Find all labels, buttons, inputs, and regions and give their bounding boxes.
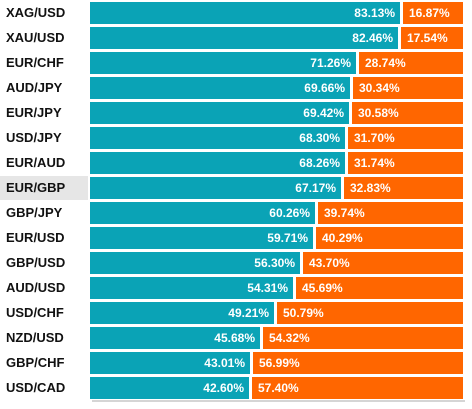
bar-row-xag-usd: XAG/USD 83.13% 16.87% [0,1,472,25]
bar-segment-long: 83.13% [90,2,400,24]
bar-track: 54.31% 45.69% [90,277,463,299]
bar-row-usd-cad: USD/CAD 42.60% 57.40% [0,376,472,400]
category-label: EUR/AUD [6,155,66,170]
bar-segment-long: 43.01% [90,352,250,374]
bar-track: 82.46% 17.54% [90,27,463,49]
bar-segment-short: 54.32% [263,327,463,349]
bar-segment-long: 59.71% [90,227,313,249]
bar-row-eur-jpy: EUR/JPY 69.42% 30.58% [0,101,472,125]
bar-row-aud-jpy: AUD/JPY 69.66% 30.34% [0,76,472,100]
category-label: GBP/JPY [6,205,63,220]
bar-row-aud-usd: AUD/USD 54.31% 45.69% [0,276,472,300]
bar-segment-short: 50.79% [277,302,463,324]
bar-track: 69.42% 30.58% [90,102,463,124]
bar-track: 49.21% 50.79% [90,302,463,324]
bar-divider [249,377,252,399]
bar-divider [345,127,348,149]
bar-segment-short: 28.74% [359,52,463,74]
category-label: EUR/USD [6,230,65,245]
bar-segment-short: 31.70% [348,127,463,149]
bar-track: 60.26% 39.74% [90,202,463,224]
category-label: EUR/GBP [0,176,88,200]
bar-segment-short: 16.87% [403,2,463,24]
bar-shadow [92,400,465,402]
category-label: GBP/USD [6,255,66,270]
bar-segment-long: 69.42% [90,102,349,124]
bar-segment-long: 60.26% [90,202,315,224]
bar-segment-long: 68.30% [90,127,345,149]
bar-segment-long: 67.17% [90,177,341,199]
category-label: USD/JPY [6,130,62,145]
bar-divider [300,252,303,274]
bar-row-nzd-usd: NZD/USD 45.68% 54.32% [0,326,472,350]
bar-divider [250,352,253,374]
bar-segment-long: 42.60% [90,377,249,399]
bar-track: 42.60% 57.40% [90,377,463,399]
bar-row-eur-aud: EUR/AUD 68.26% 31.74% [0,151,472,175]
bar-segment-long: 49.21% [90,302,274,324]
bar-segment-short: 30.58% [352,102,463,124]
bar-track: 59.71% 40.29% [90,227,463,249]
bar-segment-short: 31.74% [348,152,463,174]
bar-segment-short: 43.70% [303,252,463,274]
bar-divider [349,102,352,124]
bar-track: 71.26% 28.74% [90,52,463,74]
bar-divider [313,227,316,249]
bar-row-xau-usd: XAU/USD 82.46% 17.54% [0,26,472,50]
bar-divider [293,277,296,299]
bar-segment-short: 17.54% [401,27,463,49]
category-label: USD/CHF [6,305,64,320]
bar-track: 69.66% 30.34% [90,77,463,99]
bar-row-eur-usd: EUR/USD 59.71% 40.29% [0,226,472,250]
bar-segment-long: 68.26% [90,152,345,174]
bar-segment-short: 57.40% [252,377,463,399]
bar-segment-short: 39.74% [318,202,463,224]
category-label: AUD/JPY [6,80,63,95]
bar-segment-short: 32.83% [344,177,463,199]
bar-track: 56.30% 43.70% [90,252,463,274]
bar-row-gbp-jpy: GBP/JPY 60.26% 39.74% [0,201,472,225]
bar-divider [274,302,277,324]
bar-segment-short: 30.34% [353,77,463,99]
bar-segment-short: 56.99% [253,352,463,374]
bar-row-gbp-chf: GBP/CHF 43.01% 56.99% [0,351,472,375]
bar-segment-long: 45.68% [90,327,260,349]
category-label: GBP/CHF [6,355,65,370]
bar-segment-short: 40.29% [316,227,463,249]
category-label: EUR/CHF [6,55,64,70]
bar-segment-long: 71.26% [90,52,356,74]
bar-track: 67.17% 32.83% [90,177,463,199]
bar-divider [345,152,348,174]
bar-track: 83.13% 16.87% [90,2,463,24]
bar-track: 68.30% 31.70% [90,127,463,149]
bar-row-usd-chf: USD/CHF 49.21% 50.79% [0,301,472,325]
bar-divider [398,27,401,49]
bar-row-gbp-usd: GBP/USD 56.30% 43.70% [0,251,472,275]
bar-row-usd-jpy: USD/JPY 68.30% 31.70% [0,126,472,150]
bar-segment-long: 69.66% [90,77,350,99]
bar-divider [260,327,263,349]
category-label: NZD/USD [6,330,64,345]
bar-divider [400,2,403,24]
bar-track: 45.68% 54.32% [90,327,463,349]
category-label: AUD/USD [6,280,66,295]
bar-divider [350,77,353,99]
category-label: USD/CAD [6,380,66,395]
bar-segment-short: 45.69% [296,277,463,299]
bar-row-eur-chf: EUR/CHF 71.26% 28.74% [0,51,472,75]
bar-divider [356,52,359,74]
bar-segment-long: 56.30% [90,252,300,274]
bar-divider [315,202,318,224]
bar-row-eur-gbp: EUR/GBP 67.17% 32.83% [0,176,472,200]
category-label: EUR/JPY [6,105,62,120]
bar-segment-long: 54.31% [90,277,293,299]
bar-segment-long: 82.46% [90,27,398,49]
bar-track: 43.01% 56.99% [90,352,463,374]
category-label: XAU/USD [6,30,65,45]
bar-divider [341,177,344,199]
bar-track: 68.26% 31.74% [90,152,463,174]
category-label: XAG/USD [6,5,66,20]
